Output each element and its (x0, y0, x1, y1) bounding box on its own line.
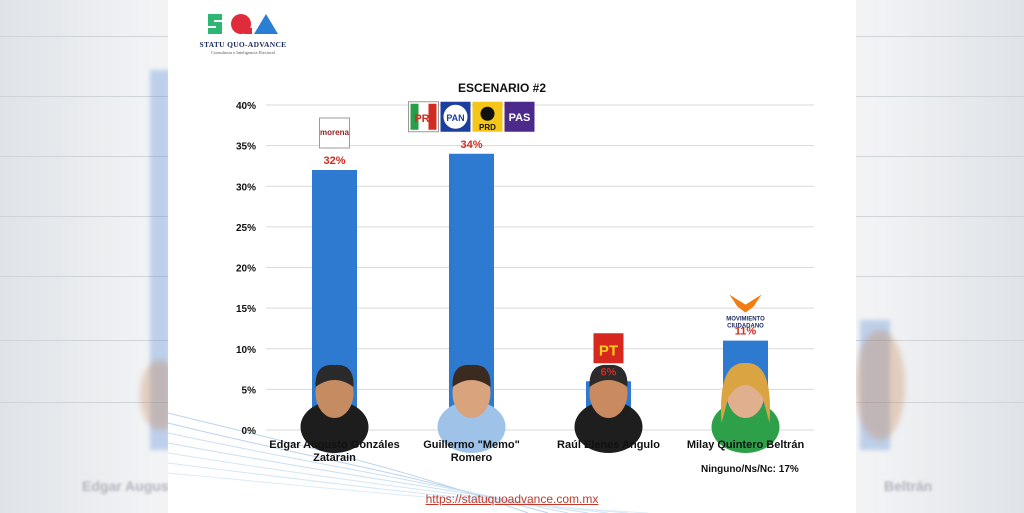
logo-text: PRI (414, 113, 432, 125)
decorative-waves (168, 412, 649, 513)
logo-text: MOVIMIENTO (726, 317, 765, 323)
logo-text: PAN (446, 113, 464, 123)
undecided-note: Ninguno/Ns/Nc: 17% (701, 464, 799, 475)
hair-shape (315, 364, 354, 387)
eagle-shape (729, 294, 762, 313)
chart-title: ESCENARIO #2 (458, 81, 546, 95)
category-label: Romero (451, 452, 493, 464)
candidate-photo (300, 364, 369, 453)
logo-text: PRD (479, 123, 496, 132)
y-tick-label: 5% (242, 385, 257, 396)
party-logo-prd: PRD (472, 101, 503, 132)
hair-shape (721, 362, 770, 423)
logo-box (593, 333, 624, 364)
y-tick-label: 15% (236, 304, 256, 315)
logo-text: morena (320, 128, 349, 137)
hair-shape (452, 364, 491, 387)
bar-chart: ESCENARIO #2 0% 5% 10% 15% 20% 25% 30% 35% 40% m… (236, 81, 814, 464)
value-labels: 32% 34% 6% 11% (323, 139, 756, 379)
logo-box (319, 117, 350, 149)
y-tick-label: 20% (236, 264, 256, 275)
shirt-shape (437, 401, 506, 453)
logo-stripe (410, 103, 419, 130)
logo-text: CIUDADANO (727, 324, 764, 330)
y-tick-label: 40% (236, 101, 256, 112)
logo-mark-icon (208, 14, 278, 34)
y-tick-label: 10% (236, 345, 256, 356)
logo-tagline: Consultoria e Inteligencia Electoral (211, 50, 275, 55)
y-tick-label: 30% (236, 182, 256, 193)
logo-sun (480, 106, 495, 121)
category-label: Zatarain (313, 452, 356, 464)
value-label: 11% (735, 326, 757, 338)
party-logo-pan: PAN (440, 101, 471, 132)
logo-text: PAS (509, 112, 531, 124)
logo-circle (443, 104, 468, 129)
y-tick-label: 35% (236, 142, 256, 153)
value-label: 6% (601, 366, 617, 378)
category-label: Edgar Augusto Gonzáles (269, 439, 399, 451)
category-label: Guillermo "Memo" (423, 439, 520, 451)
hair-shape (589, 364, 628, 387)
logo-box (504, 101, 535, 132)
party-logo-pri: PRI (408, 101, 439, 133)
candidate-photo (574, 364, 643, 453)
bars (312, 153, 768, 430)
party-logo-pt: PT (593, 333, 624, 364)
y-tick-label: 0% (242, 426, 257, 437)
candidate-photo (711, 362, 780, 453)
logo-text: PT (599, 342, 618, 359)
candidate-photo (437, 364, 506, 453)
candidate-photos (300, 362, 780, 453)
value-label: 32% (323, 155, 345, 167)
logo-stripe (428, 103, 437, 130)
party-logo-morena: morena (319, 117, 350, 149)
shirt-shape (711, 401, 780, 453)
logo-name: STATU QUO-ADVANCE (199, 40, 287, 49)
y-axis-ticks: 0% 5% 10% 15% 20% 25% 30% 35% 40% (236, 101, 256, 437)
shirt-shape (574, 401, 643, 453)
chart-card: STATU QUO-ADVANCE Consultoria e Intelige… (168, 0, 856, 513)
shirt-shape (300, 401, 369, 453)
party-logo-pas: PAS (504, 101, 535, 132)
category-label: Raúl Elenes Angulo (557, 439, 660, 451)
y-tick-label: 25% (236, 223, 256, 234)
category-label: Milay Quintero Beltrán (687, 439, 805, 451)
website-link[interactable]: https://statuquoadvance.com.mx (425, 492, 599, 506)
value-label: 34% (460, 139, 482, 151)
